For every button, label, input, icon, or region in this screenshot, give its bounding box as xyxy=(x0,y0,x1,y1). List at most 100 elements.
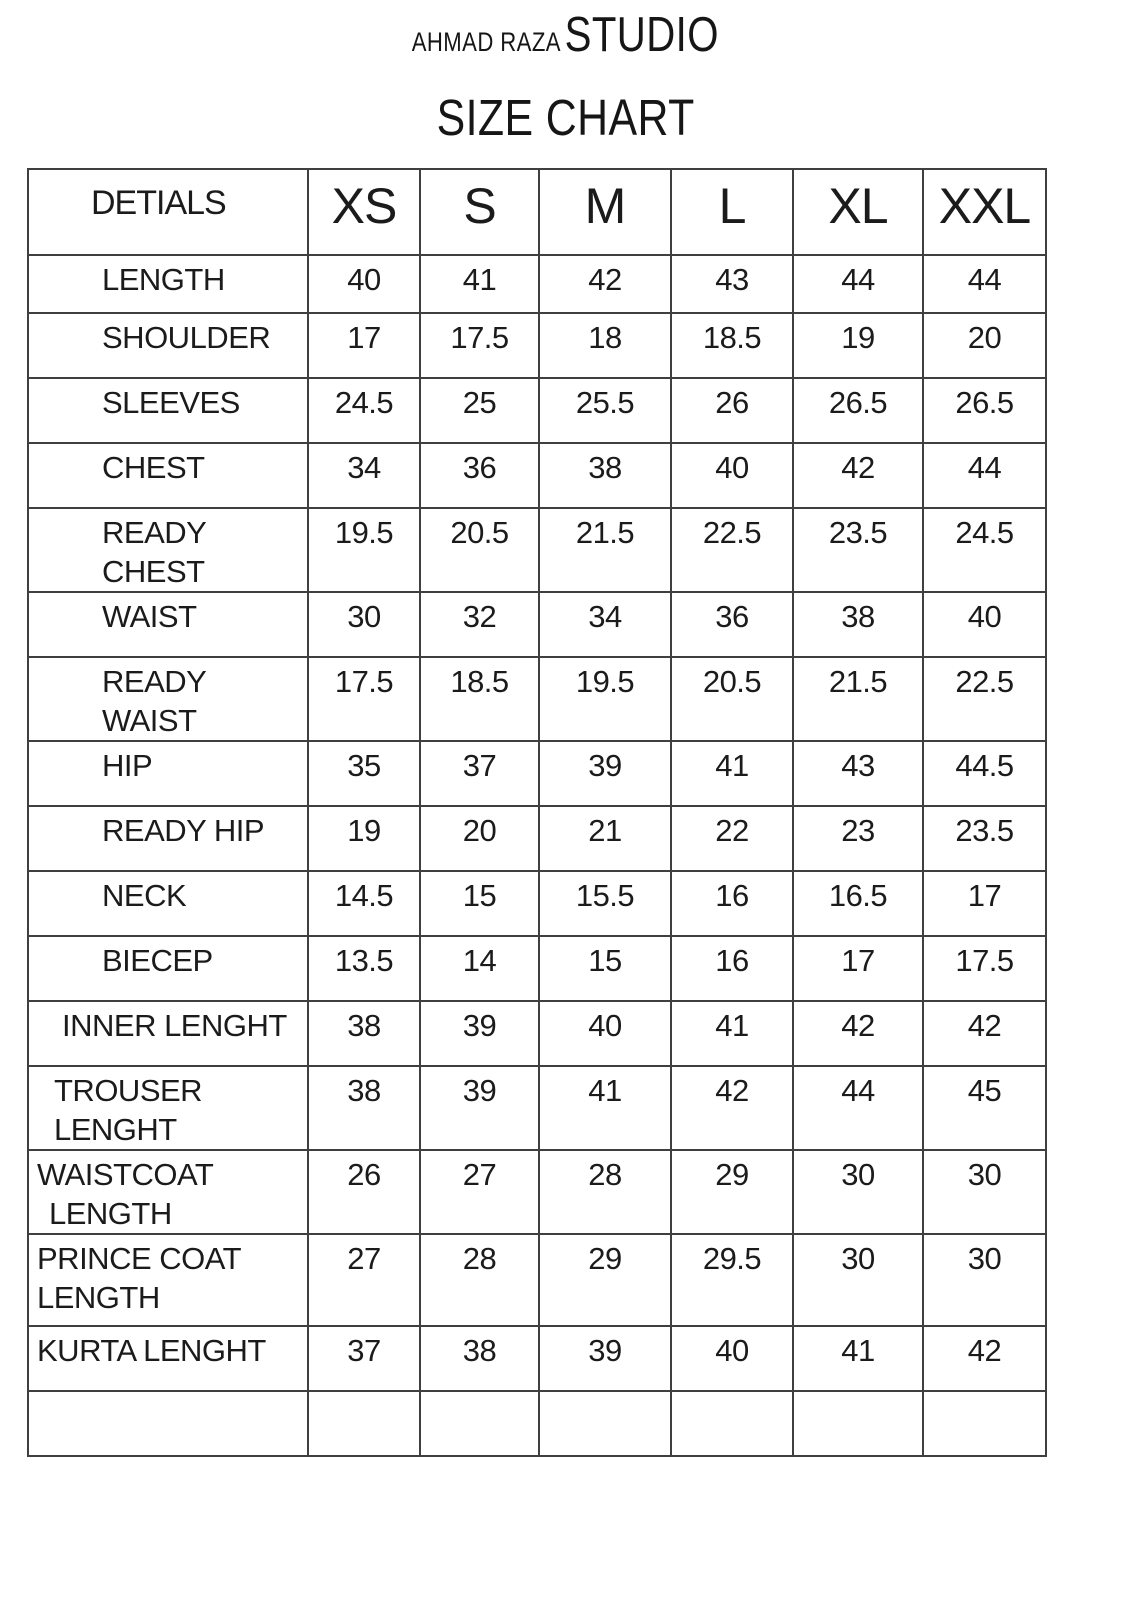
brand-name-large: STUDIO xyxy=(564,8,720,62)
table-row: BIECEP 13.5 14 15 16 17 17.5 xyxy=(27,935,1047,1002)
size-value: 25.5 xyxy=(538,377,672,444)
size-value: 18 xyxy=(538,312,672,379)
size-value: 44 xyxy=(792,254,924,314)
row-label: PRINCE COAT LENGTH xyxy=(27,1233,309,1327)
size-value xyxy=(922,1390,1047,1457)
size-value: 30 xyxy=(307,591,421,658)
size-value: 15 xyxy=(419,870,540,937)
size-value: 16.5 xyxy=(792,870,924,937)
size-value: 44.5 xyxy=(922,740,1047,807)
size-value: 38 xyxy=(538,442,672,509)
row-label: READY HIP xyxy=(27,805,309,872)
size-value: 36 xyxy=(670,591,794,658)
size-value: 17.5 xyxy=(419,312,540,379)
size-value: 23 xyxy=(792,805,924,872)
size-value: 19.5 xyxy=(307,507,421,593)
size-table-body: LENGTH 40 41 42 43 44 44 SHOULDER 17 17.5 18 18.5 19… xyxy=(27,254,1047,1457)
row-label: SHOULDER xyxy=(27,312,309,379)
size-value: 43 xyxy=(670,254,794,314)
size-value: 40 xyxy=(922,591,1047,658)
column-header-xxl: XXL xyxy=(922,168,1047,256)
column-header-xs: XS xyxy=(307,168,421,256)
size-value: 23.5 xyxy=(922,805,1047,872)
table-row: KURTA LENGHT 37 38 39 40 41 42 xyxy=(27,1325,1047,1392)
size-value: 18.5 xyxy=(419,656,540,742)
size-value: 37 xyxy=(419,740,540,807)
size-value: 20.5 xyxy=(670,656,794,742)
size-value: 38 xyxy=(419,1325,540,1392)
size-value: 20.5 xyxy=(419,507,540,593)
brand-logo: AHMAD RAZA STUDIO xyxy=(412,7,719,63)
size-value: 22 xyxy=(670,805,794,872)
size-value: 28 xyxy=(538,1149,672,1235)
column-header-s: S xyxy=(419,168,540,256)
row-label: INNER LENGHT xyxy=(27,1000,309,1067)
column-header-xl: XL xyxy=(792,168,924,256)
size-value: 29.5 xyxy=(670,1233,794,1327)
size-value: 14.5 xyxy=(307,870,421,937)
size-value: 19 xyxy=(307,805,421,872)
size-value: 32 xyxy=(419,591,540,658)
size-value: 38 xyxy=(307,1065,421,1151)
size-value: 22.5 xyxy=(670,507,794,593)
size-value: 39 xyxy=(538,740,672,807)
row-label: READY CHEST xyxy=(27,507,309,593)
size-value xyxy=(307,1390,421,1457)
size-value: 41 xyxy=(670,1000,794,1067)
size-value: 42 xyxy=(670,1065,794,1151)
size-value: 17 xyxy=(922,870,1047,937)
size-value: 42 xyxy=(922,1325,1047,1392)
size-value: 19 xyxy=(792,312,924,379)
size-value: 26 xyxy=(307,1149,421,1235)
table-row: TROUSER LENGHT 38 39 41 42 44 45 xyxy=(27,1065,1047,1151)
row-label: WAISTCOAT LENGTH xyxy=(27,1149,309,1235)
row-label: LENGTH xyxy=(27,254,309,314)
size-value: 39 xyxy=(419,1065,540,1151)
row-label: TROUSER LENGHT xyxy=(27,1065,309,1151)
table-row: INNER LENGHT 38 39 40 41 42 42 xyxy=(27,1000,1047,1067)
table-row: SHOULDER 17 17.5 18 18.5 19 20 xyxy=(27,312,1047,379)
size-value: 41 xyxy=(419,254,540,314)
row-label: HIP xyxy=(27,740,309,807)
size-value: 28 xyxy=(419,1233,540,1327)
size-value: 26.5 xyxy=(792,377,924,444)
page-title: SIZE CHART xyxy=(0,88,1131,147)
size-value: 29 xyxy=(538,1233,672,1327)
size-value: 21.5 xyxy=(538,507,672,593)
size-value: 40 xyxy=(538,1000,672,1067)
size-value: 36 xyxy=(419,442,540,509)
row-label: NECK xyxy=(27,870,309,937)
size-value: 18.5 xyxy=(670,312,794,379)
size-value: 42 xyxy=(538,254,672,314)
size-value: 38 xyxy=(307,1000,421,1067)
size-value: 35 xyxy=(307,740,421,807)
size-value: 24.5 xyxy=(307,377,421,444)
size-value xyxy=(670,1390,794,1457)
size-value: 13.5 xyxy=(307,935,421,1002)
size-value: 27 xyxy=(307,1233,421,1327)
size-value: 30 xyxy=(792,1149,924,1235)
size-value: 41 xyxy=(538,1065,672,1151)
table-row: HIP 35 37 39 41 43 44.5 xyxy=(27,740,1047,807)
brand-name-small: AHMAD RAZA xyxy=(411,27,562,57)
size-value: 37 xyxy=(307,1325,421,1392)
size-value: 22.5 xyxy=(922,656,1047,742)
table-row: WAIST 30 32 34 36 38 40 xyxy=(27,591,1047,658)
size-value: 34 xyxy=(538,591,672,658)
table-row: PRINCE COAT LENGTH 27 28 29 29.5 30 30 xyxy=(27,1233,1047,1327)
size-value: 15.5 xyxy=(538,870,672,937)
size-value: 19.5 xyxy=(538,656,672,742)
table-row: READY HIP 19 20 21 22 23 23.5 xyxy=(27,805,1047,872)
size-value: 25 xyxy=(419,377,540,444)
size-value: 26 xyxy=(670,377,794,444)
size-value: 24.5 xyxy=(922,507,1047,593)
row-label: KURTA LENGHT xyxy=(27,1325,309,1392)
size-value: 41 xyxy=(670,740,794,807)
size-value: 17 xyxy=(307,312,421,379)
size-value xyxy=(538,1390,672,1457)
size-value: 42 xyxy=(792,442,924,509)
size-value: 17.5 xyxy=(307,656,421,742)
size-value: 41 xyxy=(792,1325,924,1392)
brand-line: AHMAD RAZA STUDIO xyxy=(0,7,1131,63)
